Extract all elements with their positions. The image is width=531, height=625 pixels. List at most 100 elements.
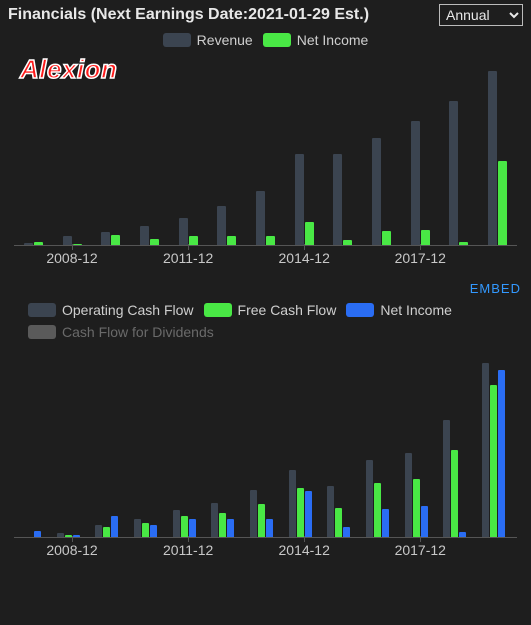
xaxis-tick: 2011-12 xyxy=(163,542,213,558)
xaxis-tick: 2017-12 xyxy=(395,542,446,558)
chart2-wrap: 2008-122011-122014-122017-12 xyxy=(0,346,531,566)
bar xyxy=(103,527,110,537)
bar xyxy=(443,420,450,537)
bar-group xyxy=(324,356,363,537)
period-select[interactable]: AnnualQuarterly xyxy=(439,4,523,26)
bar xyxy=(142,523,149,537)
embed-link[interactable]: EMBED xyxy=(470,281,521,296)
bar-group xyxy=(440,64,479,245)
bar xyxy=(140,226,149,245)
bar xyxy=(498,161,507,245)
chart1-xaxis: 2008-12 2011-12 2014-12 2017-12 xyxy=(14,250,517,270)
legend-label: Revenue xyxy=(197,32,253,48)
bar-group xyxy=(246,64,285,245)
legend-swatch xyxy=(204,303,232,317)
bar xyxy=(111,235,120,245)
bar xyxy=(150,525,157,537)
bar xyxy=(57,533,64,537)
bar xyxy=(482,363,489,537)
bar xyxy=(289,470,296,537)
bar xyxy=(258,504,265,537)
bar-group xyxy=(440,356,479,537)
bar xyxy=(413,479,420,537)
bar xyxy=(382,231,391,245)
bar-group xyxy=(362,64,401,245)
bar-group xyxy=(207,356,246,537)
xaxis-tick: 2014-12 xyxy=(278,250,329,266)
bar xyxy=(227,519,234,537)
header-bar: Financials (Next Earnings Date:2021-01-2… xyxy=(0,0,531,28)
xaxis-tick: 2017-12 xyxy=(395,250,446,266)
bar-group xyxy=(285,356,324,537)
bar xyxy=(451,450,458,537)
bar-group xyxy=(362,356,401,537)
bar-group xyxy=(324,64,363,245)
bar xyxy=(189,519,196,537)
bar xyxy=(217,206,226,245)
bar xyxy=(405,453,412,537)
bar-group xyxy=(169,64,208,245)
chart1-legend: Revenue Net Income xyxy=(0,28,531,50)
chart2-legend: Operating Cash Flow Free Cash Flow Net Inc… xyxy=(0,298,531,342)
chart2: 2008-122011-122014-122017-12 xyxy=(10,346,521,566)
chart1: 2008-12 2011-12 2014-12 2017-12 xyxy=(10,54,521,274)
legend-item[interactable]: Operating Cash Flow xyxy=(28,302,194,318)
legend-label: Free Cash Flow xyxy=(238,302,337,318)
bar xyxy=(73,244,82,245)
bar xyxy=(150,239,159,245)
legend-item[interactable]: Net Income xyxy=(346,302,452,318)
bar-group xyxy=(401,356,440,537)
bar-group xyxy=(14,356,53,537)
bar xyxy=(73,535,80,537)
bar xyxy=(266,236,275,245)
legend-item[interactable]: Revenue xyxy=(163,32,253,48)
bar-group xyxy=(14,64,53,245)
bar xyxy=(295,154,304,245)
bar xyxy=(34,242,43,245)
xaxis-tick: 2008-12 xyxy=(46,250,97,266)
bar xyxy=(305,491,312,537)
bar xyxy=(250,490,257,537)
bar xyxy=(256,191,265,245)
legend-swatch xyxy=(28,303,56,317)
bar xyxy=(297,488,304,537)
legend-swatch xyxy=(263,33,291,47)
bar xyxy=(111,516,118,537)
bar xyxy=(219,513,226,537)
bar xyxy=(266,519,273,537)
bar xyxy=(459,242,468,245)
bar xyxy=(227,236,236,245)
bar xyxy=(305,222,314,245)
bar xyxy=(211,503,218,537)
bar xyxy=(421,506,428,537)
bar xyxy=(449,101,458,245)
bar xyxy=(333,154,342,245)
xaxis-tick: 2011-12 xyxy=(163,250,213,266)
bar-group xyxy=(130,64,169,245)
bar xyxy=(366,460,373,537)
bar-group xyxy=(169,356,208,537)
xaxis-tick: 2014-12 xyxy=(278,542,329,558)
legend-item[interactable]: Cash Flow for Dividends xyxy=(28,324,214,340)
legend-label: Cash Flow for Dividends xyxy=(62,324,214,340)
bar-group xyxy=(478,64,517,245)
legend-item[interactable]: Net Income xyxy=(263,32,369,48)
bar xyxy=(411,121,420,245)
bar-group xyxy=(91,64,130,245)
bar-group xyxy=(478,356,517,537)
legend-item[interactable]: Free Cash Flow xyxy=(204,302,337,318)
legend-swatch xyxy=(163,33,191,47)
chart1-wrap: Alexion 2008-122011-122014-122017-12 xyxy=(0,54,531,274)
bar xyxy=(490,385,497,537)
bar xyxy=(95,525,102,537)
bar xyxy=(65,535,72,537)
bar xyxy=(372,138,381,245)
legend-swatch xyxy=(28,325,56,339)
bar xyxy=(34,531,41,537)
bar xyxy=(374,483,381,537)
chart2-xaxis: 2008-122011-122014-122017-12 xyxy=(14,542,517,562)
bar-group xyxy=(207,64,246,245)
legend-swatch xyxy=(346,303,374,317)
bar xyxy=(498,370,505,537)
bar xyxy=(343,240,352,245)
